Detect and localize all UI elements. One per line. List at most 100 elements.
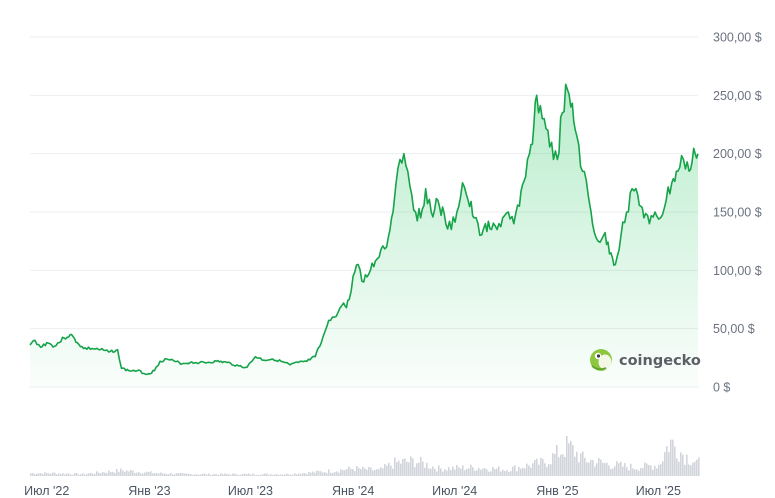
x-tick-label: Янв '24 <box>332 484 374 498</box>
volume-bar <box>686 454 688 476</box>
volume-bar <box>250 474 252 476</box>
volume-bar <box>504 471 506 476</box>
volume-bar <box>330 472 332 476</box>
volume-bar <box>448 467 450 476</box>
volume-bar <box>542 458 544 476</box>
volume-bar <box>112 471 114 476</box>
volume-bar <box>208 473 210 476</box>
volume-bar <box>472 467 474 476</box>
volume-bar <box>530 467 532 476</box>
volume-bar <box>446 470 448 476</box>
volume-bar <box>422 461 424 476</box>
volume-bar <box>348 466 350 476</box>
volume-bar <box>288 474 290 476</box>
volume-bar <box>40 473 42 476</box>
volume-bar <box>514 465 516 476</box>
x-tick-label: Июл '23 <box>228 484 273 498</box>
volume-bar <box>312 471 314 476</box>
volume-bar <box>64 474 66 476</box>
volume-bar <box>162 473 164 476</box>
volume-bar <box>238 474 240 476</box>
volume-bar <box>326 473 328 476</box>
volume-bar <box>296 474 298 476</box>
volume-bar <box>546 466 548 476</box>
volume-bar <box>388 462 390 476</box>
volume-bar <box>622 466 624 476</box>
volume-bar <box>466 468 468 476</box>
volume-bar <box>592 460 594 476</box>
volume-bar <box>522 467 524 476</box>
volume-bar <box>404 458 406 476</box>
volume-bar <box>554 453 556 476</box>
volume-bar <box>392 468 394 476</box>
volume-bar <box>486 469 488 476</box>
volume-bar <box>258 474 260 476</box>
volume-bar <box>176 473 178 476</box>
volume-bar <box>142 473 144 476</box>
volume-bar <box>552 453 554 476</box>
volume-bar <box>440 468 442 476</box>
volume-bar <box>310 472 312 476</box>
volume-bar <box>384 464 386 476</box>
volume-bar <box>636 469 638 476</box>
volume-bar <box>106 473 108 476</box>
volume-bar <box>680 452 682 476</box>
volume-bar <box>652 469 654 476</box>
volume-bar <box>456 465 458 476</box>
volume-bar <box>232 473 234 476</box>
volume-bar <box>140 473 142 476</box>
volume-bar <box>126 470 128 476</box>
volume-bar <box>602 462 604 476</box>
volume-bar <box>664 451 666 476</box>
volume-bar <box>688 464 690 476</box>
volume-bar <box>124 471 126 476</box>
volume-bar <box>438 465 440 476</box>
volume-bar <box>114 472 116 476</box>
volume-bar <box>76 473 78 476</box>
volume-bar <box>302 473 304 476</box>
volume-bar <box>42 474 44 476</box>
volume-bar <box>370 467 372 476</box>
volume-bar <box>532 463 534 476</box>
volume-bar <box>640 468 642 476</box>
volume-bar <box>196 474 198 476</box>
volume-bar <box>540 457 542 476</box>
volume-bar <box>656 468 658 476</box>
volume-bar <box>410 456 412 476</box>
volume-bar <box>186 473 188 476</box>
volume-bar <box>452 466 454 476</box>
price-area <box>30 84 698 388</box>
volume-bar <box>584 457 586 476</box>
volume-bar <box>116 468 118 476</box>
volume-bar <box>318 471 320 476</box>
volume-bar <box>38 473 40 476</box>
volume-bar <box>616 461 618 476</box>
coingecko-logo-icon <box>590 349 612 371</box>
volume-bar <box>668 451 670 476</box>
volume-bar <box>604 463 606 476</box>
volume-bar <box>266 473 268 476</box>
volume-bar <box>88 473 90 476</box>
volume-bar <box>226 473 228 476</box>
volume-bar <box>394 457 396 476</box>
volume-bar <box>426 462 428 476</box>
volume-bar <box>606 462 608 476</box>
volume-bar <box>324 472 326 476</box>
volume-bar <box>212 474 214 476</box>
volume-bar <box>632 468 634 476</box>
volume-bar <box>362 466 364 476</box>
volume-bar <box>256 474 258 476</box>
volume-bar <box>576 451 578 476</box>
volume-bar <box>560 454 562 476</box>
volume-bar <box>570 440 572 476</box>
volume-bar <box>614 466 616 476</box>
volume-bar <box>308 471 310 476</box>
volume-bar <box>304 473 306 476</box>
volume-bar <box>418 462 420 476</box>
volume-bar <box>138 471 140 476</box>
volume-bar <box>352 469 354 476</box>
volume-bar <box>294 473 296 476</box>
volume-bar <box>396 462 398 476</box>
volume-bar <box>192 474 194 476</box>
volume-bar <box>464 470 466 476</box>
